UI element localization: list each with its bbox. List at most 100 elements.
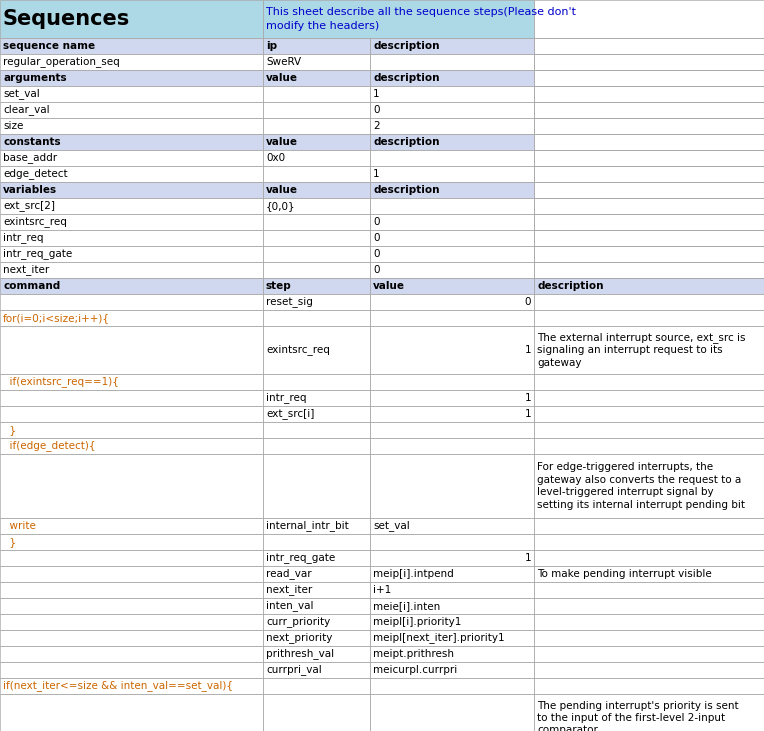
- Text: intr_req_gate: intr_req_gate: [3, 249, 73, 260]
- Text: if(next_iter<=size && inten_val==set_val){: if(next_iter<=size && inten_val==set_val…: [3, 681, 233, 692]
- Text: 0: 0: [373, 105, 380, 115]
- Bar: [0, 406, 263, 422]
- Text: 0: 0: [373, 217, 380, 227]
- Bar: [370, 54, 534, 70]
- Bar: [263, 374, 370, 390]
- Bar: [370, 518, 534, 534]
- Bar: [263, 102, 370, 118]
- Bar: [0, 86, 263, 102]
- Bar: [534, 198, 764, 214]
- Text: intr_req: intr_req: [3, 232, 44, 243]
- Bar: [370, 390, 534, 406]
- Bar: [0, 38, 263, 54]
- Bar: [0, 70, 263, 86]
- Text: description: description: [373, 185, 439, 195]
- Bar: [370, 422, 534, 438]
- Text: intr_req: intr_req: [266, 393, 306, 404]
- Bar: [370, 134, 534, 150]
- Bar: [263, 550, 370, 566]
- Bar: [534, 598, 764, 614]
- Bar: [370, 182, 534, 198]
- Bar: [370, 614, 534, 630]
- Bar: [263, 438, 370, 454]
- Bar: [263, 422, 370, 438]
- Bar: [534, 38, 764, 54]
- Text: }: }: [3, 425, 16, 435]
- Text: for(i=0;i<size;i++){: for(i=0;i<size;i++){: [3, 313, 110, 323]
- Bar: [0, 230, 263, 246]
- Bar: [0, 54, 263, 70]
- Bar: [534, 0, 764, 38]
- Bar: [534, 294, 764, 310]
- Bar: [263, 454, 370, 518]
- Bar: [534, 86, 764, 102]
- Text: meipt.prithresh: meipt.prithresh: [373, 649, 454, 659]
- Bar: [0, 310, 263, 326]
- Bar: [534, 566, 764, 582]
- Bar: [534, 310, 764, 326]
- Bar: [534, 230, 764, 246]
- Bar: [534, 246, 764, 262]
- Bar: [534, 294, 764, 310]
- Bar: [534, 374, 764, 390]
- Bar: [0, 390, 263, 406]
- Bar: [0, 518, 263, 534]
- Text: meie[i].inten: meie[i].inten: [373, 601, 440, 611]
- Bar: [534, 582, 764, 598]
- Bar: [534, 598, 764, 614]
- Text: ip: ip: [266, 41, 277, 51]
- Bar: [263, 374, 370, 390]
- Bar: [263, 598, 370, 614]
- Text: description: description: [537, 281, 604, 291]
- Bar: [0, 294, 263, 310]
- Bar: [0, 326, 263, 374]
- Bar: [263, 230, 370, 246]
- Bar: [370, 678, 534, 694]
- Text: description: description: [373, 137, 439, 147]
- Bar: [370, 278, 534, 294]
- Bar: [0, 54, 263, 70]
- Text: For edge-triggered interrupts, the
gateway also converts the request to a
level-: For edge-triggered interrupts, the gatew…: [537, 463, 745, 510]
- Bar: [263, 0, 534, 38]
- Bar: [0, 646, 263, 662]
- Text: set_val: set_val: [3, 88, 40, 99]
- Bar: [263, 198, 370, 214]
- Text: {0,0}: {0,0}: [266, 201, 296, 211]
- Text: i+1: i+1: [373, 585, 391, 595]
- Bar: [534, 678, 764, 694]
- Bar: [534, 374, 764, 390]
- Bar: [534, 166, 764, 182]
- Bar: [0, 598, 263, 614]
- Bar: [534, 214, 764, 230]
- Bar: [534, 422, 764, 438]
- Bar: [0, 278, 263, 294]
- Bar: [263, 246, 370, 262]
- Bar: [0, 118, 263, 134]
- Bar: [0, 566, 263, 582]
- Bar: [370, 326, 534, 374]
- Bar: [534, 518, 764, 534]
- Bar: [534, 454, 764, 518]
- Bar: [534, 38, 764, 54]
- Text: clear_val: clear_val: [3, 105, 50, 115]
- Bar: [263, 214, 370, 230]
- Bar: [370, 310, 534, 326]
- Text: 1: 1: [524, 553, 531, 563]
- Bar: [370, 278, 534, 294]
- Bar: [534, 166, 764, 182]
- Bar: [534, 646, 764, 662]
- Bar: [0, 70, 263, 86]
- Bar: [263, 214, 370, 230]
- Bar: [263, 54, 370, 70]
- Bar: [534, 646, 764, 662]
- Bar: [370, 678, 534, 694]
- Bar: [534, 198, 764, 214]
- Bar: [370, 406, 534, 422]
- Bar: [370, 214, 534, 230]
- Bar: [370, 214, 534, 230]
- Bar: [534, 278, 764, 294]
- Text: command: command: [3, 281, 60, 291]
- Text: next_priority: next_priority: [266, 632, 332, 643]
- Text: ext_src[i]: ext_src[i]: [266, 409, 314, 420]
- Bar: [534, 262, 764, 278]
